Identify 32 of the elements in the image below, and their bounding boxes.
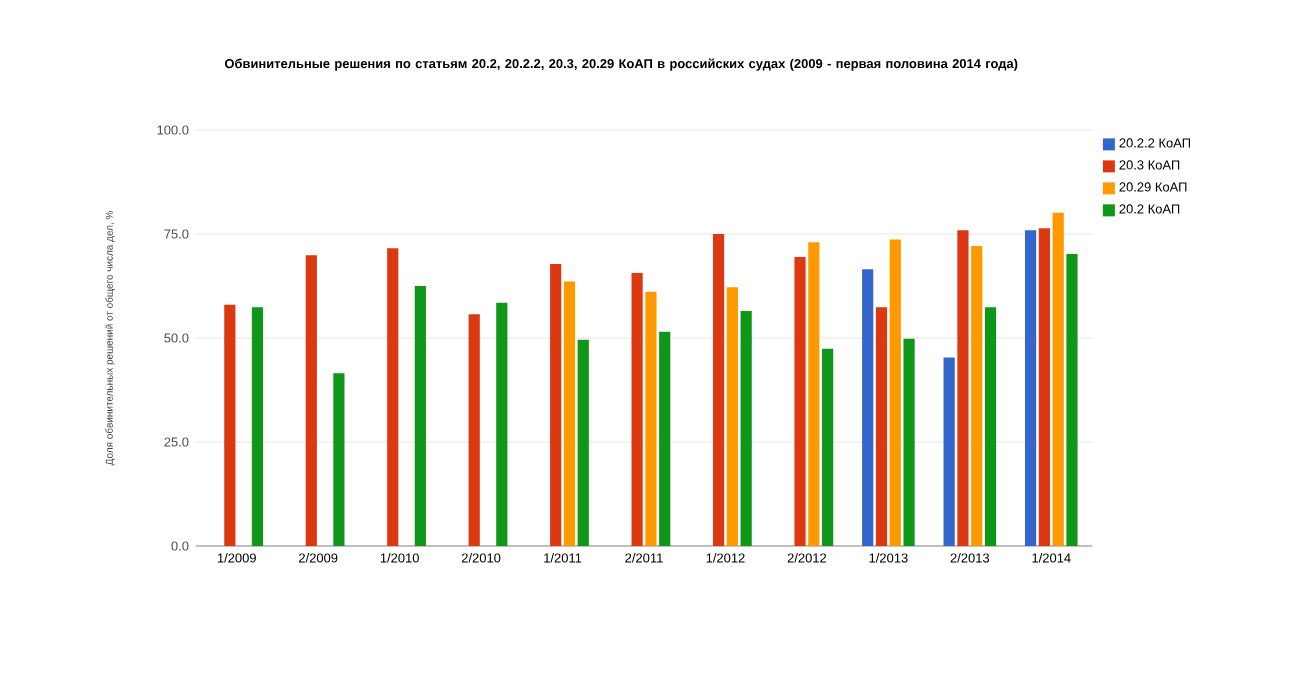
bar <box>875 307 888 546</box>
bar <box>822 348 834 546</box>
bar <box>1024 230 1037 546</box>
bar <box>496 302 508 546</box>
bar <box>943 357 955 546</box>
bar <box>577 339 589 546</box>
bar <box>740 310 752 546</box>
bar <box>957 230 969 546</box>
bar <box>1052 212 1064 546</box>
bar <box>862 269 874 546</box>
bar <box>794 256 806 546</box>
bar <box>1066 253 1078 546</box>
bar <box>971 246 983 546</box>
bar <box>224 304 236 546</box>
bar <box>903 338 915 546</box>
bar <box>251 307 264 546</box>
bar <box>1038 228 1050 546</box>
bar <box>414 285 426 546</box>
bar <box>305 255 317 546</box>
bar <box>550 263 562 546</box>
bar <box>726 287 738 546</box>
bar <box>333 373 345 546</box>
bar <box>808 242 820 546</box>
bar <box>889 239 901 546</box>
bar <box>659 331 671 546</box>
bar <box>563 281 576 546</box>
bar <box>645 291 657 546</box>
bar <box>631 273 643 546</box>
bar <box>468 314 480 546</box>
bar <box>984 307 997 546</box>
bar <box>387 248 399 546</box>
bar <box>712 233 725 546</box>
